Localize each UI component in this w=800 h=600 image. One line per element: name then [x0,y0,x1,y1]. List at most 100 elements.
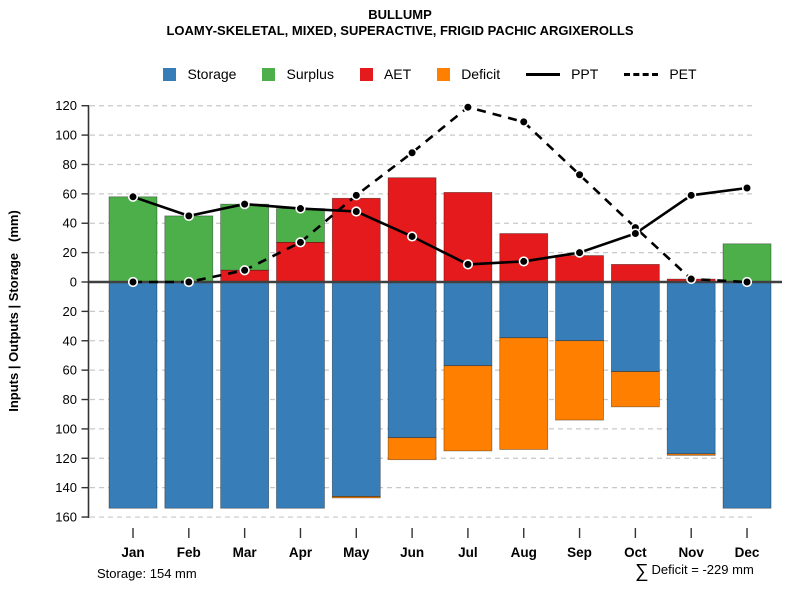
ppt-point [630,228,641,239]
x-tick-label: May [343,545,370,560]
aet-swatch-icon [359,67,373,81]
y-tick-label: 0 [70,275,77,290]
x-tick-label: Sep [567,545,592,560]
legend-item-pet: PET [624,66,697,82]
x-tick-label: Apr [289,545,313,560]
legend-item-storage: Storage [163,66,236,82]
pet-point [686,273,697,285]
chart-title: BULLUMP [368,7,432,22]
x-tick-label: Oct [624,545,647,560]
ppt-point [183,210,194,221]
pet-line [133,105,748,284]
storage-swatch-icon [163,67,177,81]
bar-storage [611,281,660,372]
legend-item-ppt: PPT [526,66,598,82]
surplus-swatch-icon [262,67,276,81]
pet-point [407,147,418,158]
y-tick-label: 80 [63,157,77,172]
bar-aet [611,264,660,283]
legend-label: Deficit [461,66,501,82]
bar-storage [387,281,437,439]
ppt-point [574,247,585,258]
ppt-line [132,186,748,266]
bar-storage [722,281,772,509]
x-tick-label: Jun [400,545,424,560]
pet-point [518,116,529,127]
bar-storage [276,281,325,509]
bar-storage [555,281,604,342]
bar-deficit [499,337,549,450]
pet-point [351,190,362,201]
ppt-point [741,182,753,194]
legend-label: Storage [187,66,237,82]
pet-point [462,102,474,113]
bar-deficit [387,437,437,461]
legend-label: PPT [571,66,599,82]
bar-storage [108,281,158,509]
legend-label: Surplus [286,66,334,82]
y-tick-label: 100 [55,421,77,436]
y-tick-label: 120 [55,98,77,113]
x-tick-label: Aug [511,545,537,560]
legend-label: AET [383,66,412,82]
pet-point [127,276,139,288]
x-tick-label: Jan [121,545,144,560]
bar-storage [499,281,549,339]
legend-item-aet: AET [359,66,412,82]
chart-legend: Storage Surplus AET Deficit PPT PET [100,66,760,82]
ppt-point [127,191,139,202]
pet-point [741,276,753,288]
bar-deficit [331,496,381,499]
x-tick-label: Feb [177,545,201,560]
x-tick-label: Jul [458,545,478,560]
bar-surplus [276,208,325,243]
bar-storage [220,281,269,509]
storage-annotation: Storage: 154 mm [97,566,197,581]
pet-point [239,265,250,276]
bar-surplus [164,215,214,283]
bar-aet [555,255,604,283]
deficit-swatch-icon [437,67,451,81]
bar-surplus [108,196,158,283]
deficit-annotation-text: Deficit = -229 mm [651,562,754,577]
ppt-point [239,199,250,210]
pet-point [183,276,194,288]
ppt-point [462,259,474,270]
x-tick-label: Mar [233,545,258,560]
ppt-point [351,206,362,217]
pet-point [574,169,585,180]
y-tick-label: 160 [55,510,77,525]
y-tick-label: 60 [63,363,77,378]
legend-label: PET [669,66,697,82]
y-tick-label: 140 [55,480,77,495]
ppt-point [407,231,418,242]
bar-deficit [666,453,716,456]
pet-point [295,237,306,248]
y-tick-label: 40 [63,216,77,231]
ppt-point [295,203,306,214]
solid-line-icon [526,72,561,76]
ppt-point [518,256,529,267]
bar-storage [443,281,493,367]
bar-deficit [443,365,493,452]
legend-item-surplus: Surplus [262,66,334,82]
bar-storage [164,281,214,509]
y-tick-label: 100 [55,128,77,143]
deficit-annotation: ∑ Deficit = -229 mm [635,561,754,583]
bar-surplus [722,243,772,283]
y-tick-label: 120 [55,451,77,466]
bar-aet [276,241,325,283]
bar-storage [331,281,381,497]
dashed-line-icon [624,72,659,76]
x-tick-label: Nov [678,545,704,560]
x-tick-label: Dec [735,545,760,560]
y-tick-label: 20 [63,245,77,260]
y-tick-label: 80 [63,392,77,407]
sigma-icon: ∑ [635,561,649,582]
y-tick-label: 60 [63,186,77,201]
bar-deficit [611,371,660,408]
legend-item-deficit: Deficit [437,66,500,82]
ppt-point [686,190,697,201]
bar-surplus [220,203,269,271]
bar-storage [666,281,716,455]
